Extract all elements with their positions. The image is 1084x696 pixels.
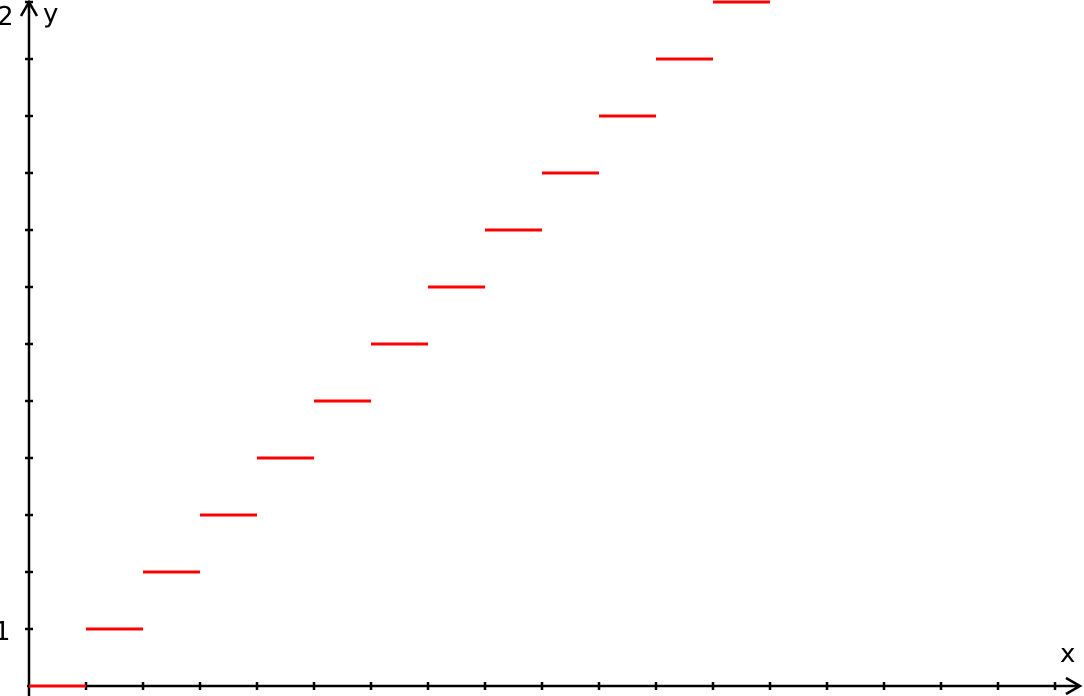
y-axis-label: y xyxy=(43,0,58,29)
y-axis-arrowhead xyxy=(19,0,39,17)
step-series xyxy=(29,0,770,688)
y-tick-label-bottom: 1 xyxy=(0,617,11,647)
tick-marks xyxy=(25,0,1057,690)
x-axis-label: x xyxy=(1060,639,1075,669)
x-axis-arrowhead xyxy=(1065,676,1083,696)
y-tick-label-top: 2 xyxy=(0,2,14,32)
